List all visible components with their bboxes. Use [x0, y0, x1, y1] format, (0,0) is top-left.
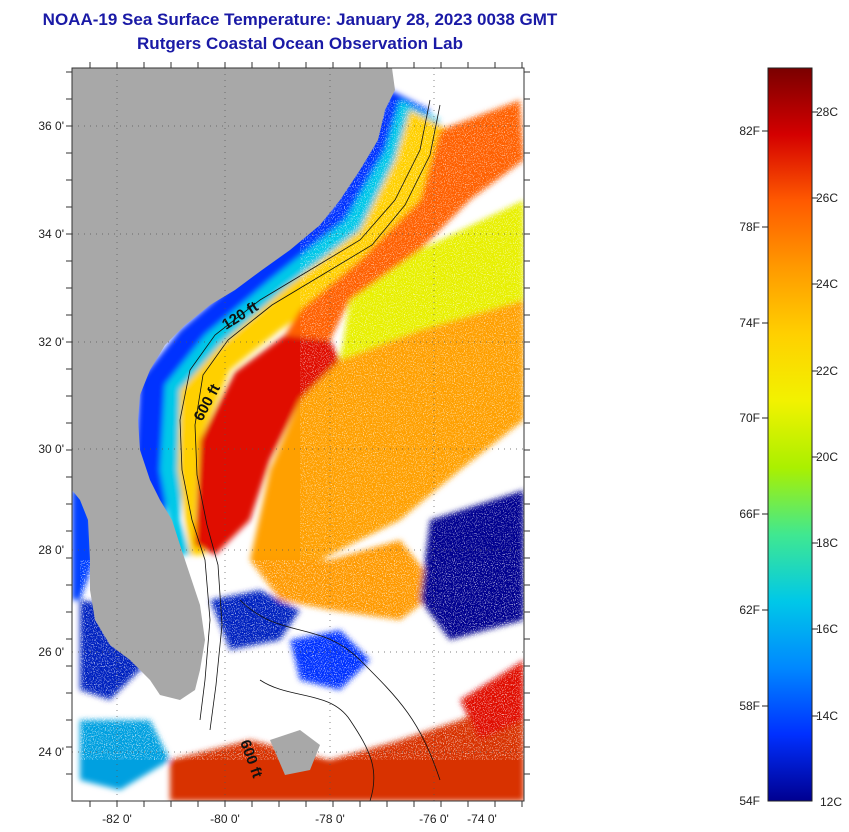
land-southeast-us — [72, 68, 395, 700]
lat-label: 36 0' — [38, 119, 64, 133]
colorbar-label-c: 18C — [816, 536, 838, 550]
lat-label: 28 0' — [38, 543, 64, 557]
colorbar-label-c: 24C — [816, 277, 838, 291]
colorbar-label-c: 14C — [816, 709, 838, 723]
colorbar: 82F 78F 74F 70F 66F 62F 58F 54F 28C 26C … — [739, 67, 842, 809]
lat-label: 24 0' — [38, 745, 64, 759]
contour-120ft — [179, 99, 431, 721]
colorbar-label-f: 66F — [739, 507, 760, 521]
colorbar-label-c: 26C — [816, 191, 838, 205]
colorbar-label-f: 74F — [739, 316, 760, 330]
lon-label: -74 0' — [467, 812, 497, 826]
contour-600ft — [194, 104, 441, 731]
colorbar-ticks — [762, 111, 818, 717]
latitude-labels: 36 0' 34 0' 32 0' 30 0' 28 0' 26 0' 24 0… — [38, 119, 64, 759]
longitude-labels: -82 0' -80 0' -78 0' -76 0' -74 0' — [102, 812, 497, 826]
map-title: NOAA-19 Sea Surface Temperature: January… — [42, 10, 558, 29]
lon-label: -82 0' — [102, 812, 132, 826]
lat-label: 32 0' — [38, 335, 64, 349]
colorbar-label-f: 70F — [739, 411, 760, 425]
bathymetry-contours — [179, 99, 441, 801]
colorbar-label-c: 16C — [816, 622, 838, 636]
lon-label: -78 0' — [315, 812, 345, 826]
colorbar-label-c: 12C — [820, 795, 842, 809]
map-subtitle: Rutgers Coastal Ocean Observation Lab — [137, 34, 463, 53]
colorbar-label-f: 54F — [739, 794, 760, 808]
axis-ticks — [66, 62, 530, 807]
colorbar-label-c: 22C — [816, 364, 838, 378]
lat-label: 34 0' — [38, 227, 64, 241]
lon-label: -76 0' — [419, 812, 449, 826]
colorbar-bar — [767, 67, 813, 802]
land-cuba — [270, 730, 320, 775]
sst-imagery: 120 ft 600 ft 600 ft — [72, 68, 524, 801]
lon-label: -80 0' — [210, 812, 240, 826]
lat-label: 30 0' — [38, 442, 64, 456]
contour-bahamas-1 — [239, 599, 441, 781]
contour-bahamas-2 — [259, 679, 375, 801]
map-frame — [71, 67, 525, 802]
colorbar-label-f: 82F — [739, 124, 760, 138]
lat-label: 26 0' — [38, 645, 64, 659]
land-island — [160, 592, 180, 610]
colorbar-label-f: 62F — [739, 603, 760, 617]
colorbar-label-f: 78F — [739, 220, 760, 234]
colorbar-label-c: 28C — [816, 105, 838, 119]
colorbar-label-c: 20C — [816, 450, 838, 464]
graticule — [72, 68, 524, 801]
colorbar-label-f: 58F — [739, 699, 760, 713]
